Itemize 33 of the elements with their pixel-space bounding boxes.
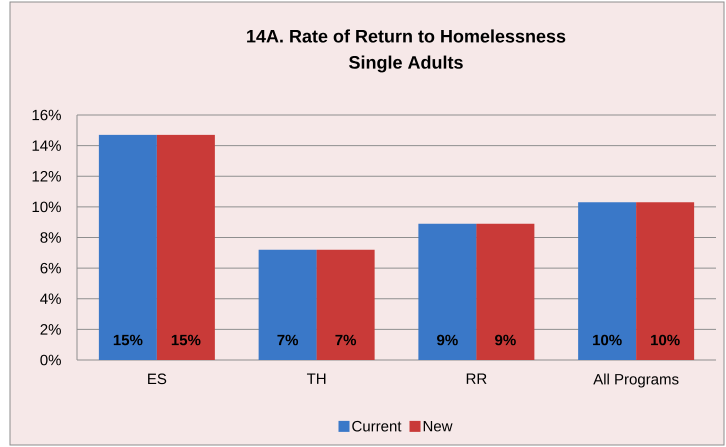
y-tick-label: 8% [40, 232, 61, 243]
data-label: 9% [495, 334, 516, 346]
y-tick-label: 16% [32, 110, 61, 120]
y-tick-label: 10% [32, 202, 61, 212]
y-tick-label: 0% [40, 354, 61, 366]
bar [258, 250, 317, 360]
data-label: 10% [593, 334, 622, 346]
data-label: 9% [437, 334, 458, 346]
y-tick-label: 12% [32, 170, 61, 182]
bar [476, 224, 534, 360]
bar [316, 250, 375, 360]
data-label: 7% [277, 334, 298, 346]
bar [156, 134, 215, 360]
x-tick-label: TH [306, 374, 326, 384]
data-label: 15% [172, 334, 200, 346]
x-tick-label: RR [466, 374, 487, 384]
legend-label: Current [352, 420, 402, 432]
x-tick-label: All Programs [593, 374, 678, 388]
chart-subtitle: Single Adults [349, 56, 463, 72]
x-tick-label: ES [148, 374, 166, 384]
bar [636, 202, 694, 360]
y-tick-label: 6% [40, 262, 61, 274]
data-label: 7% [335, 334, 356, 346]
legend-label: New [424, 420, 453, 432]
bar [418, 224, 476, 360]
chart-title: 14A. Rate of Return to Homelessness [247, 29, 566, 43]
data-label: 15% [114, 334, 142, 346]
y-tick-label: 14% [32, 140, 61, 151]
data-label: 10% [651, 334, 680, 346]
y-tick-label: 4% [40, 294, 61, 304]
bar [98, 134, 157, 360]
y-tick-label: 2% [40, 324, 61, 335]
bar [578, 202, 636, 360]
